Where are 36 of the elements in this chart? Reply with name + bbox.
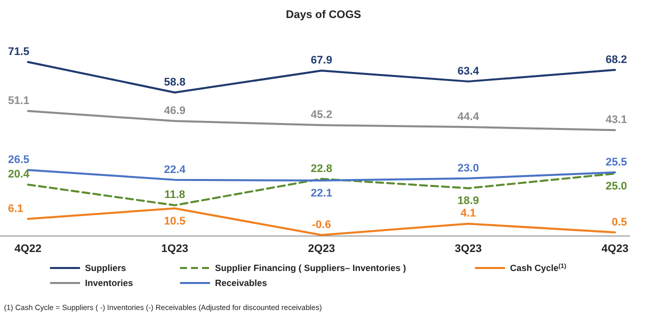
data-label: 25.0 (606, 180, 627, 193)
data-label: 22.1 (310, 188, 332, 200)
legend-label: Supplier Financing ( Suppliers– Inventories ) (215, 263, 406, 273)
data-label: 58.8 (164, 76, 186, 88)
data-label: 44.4 (458, 111, 480, 124)
x-tick-label: 4Q23 (602, 243, 628, 255)
data-label: -0.6 (312, 219, 331, 231)
data-label: 46.9 (164, 105, 186, 118)
data-label: 11.8 (164, 189, 186, 202)
data-label: 26.5 (8, 154, 30, 166)
data-label: 71.5 (8, 46, 30, 58)
x-tick-label: 4Q22 (14, 243, 42, 255)
x-tick-label: 2Q23 (308, 243, 335, 255)
data-label: 10.5 (164, 215, 186, 228)
data-label: 6.1 (8, 202, 24, 215)
x-tick-label: 1Q23 (161, 243, 188, 255)
data-label: 67.9 (310, 54, 332, 67)
data-label: 68.2 (606, 54, 627, 66)
data-label: 43.1 (606, 114, 627, 126)
data-label: 25.5 (606, 156, 627, 168)
legend-label: Receivables (215, 278, 268, 288)
data-label: 23.0 (458, 162, 479, 174)
legend-label: Inventories (85, 278, 134, 288)
x-tick-label: 3Q23 (454, 243, 482, 255)
data-label: 20.4 (8, 168, 30, 181)
data-label: 22.8 (310, 162, 332, 175)
data-label: 4.1 (460, 208, 476, 220)
data-label: 22.4 (164, 164, 186, 176)
chart-title: Days of COGS (286, 9, 362, 21)
data-label: 18.9 (458, 195, 479, 208)
data-label: 0.5 (612, 216, 627, 228)
data-label: 45.2 (310, 109, 332, 122)
data-label: 51.1 (8, 94, 30, 107)
legend-label: Cash Cycle$^{(1)}$ (510, 262, 566, 273)
data-label: 63.4 (458, 65, 480, 78)
legend-label: Suppliers (85, 263, 126, 273)
